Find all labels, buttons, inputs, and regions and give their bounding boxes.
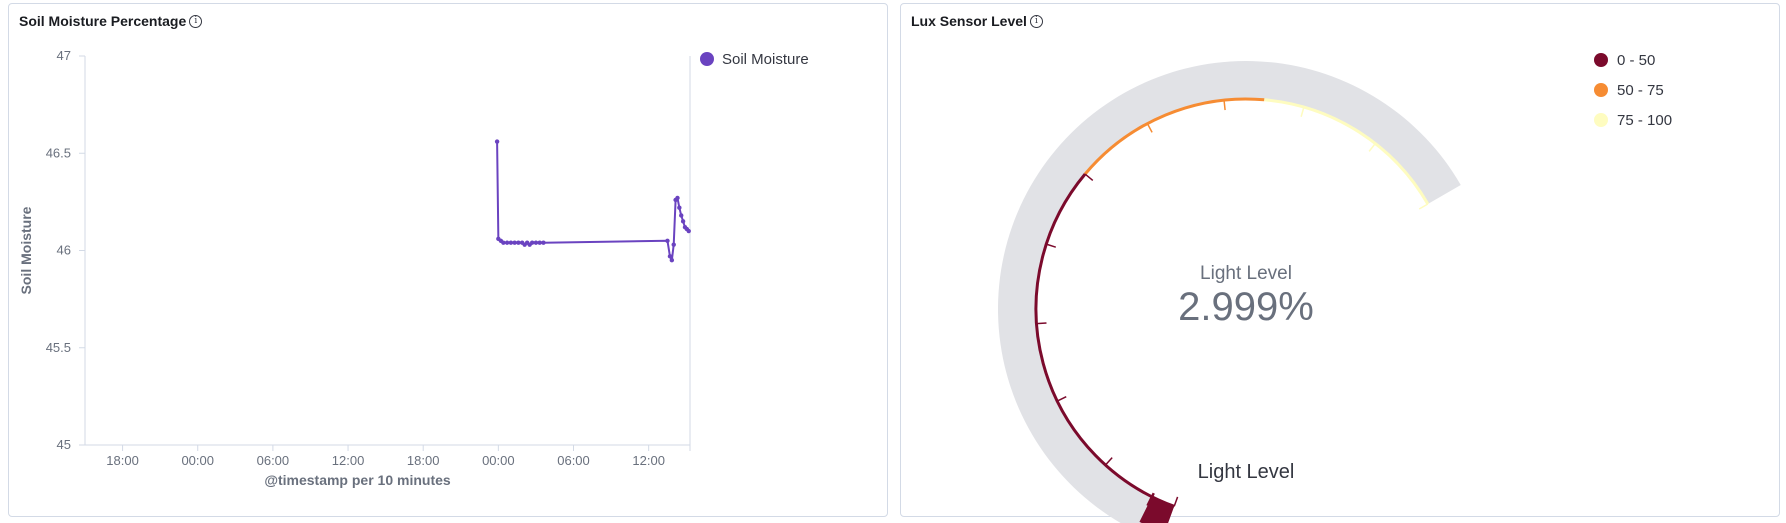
data-point — [501, 240, 506, 245]
y-tick-label: 45.5 — [46, 340, 71, 355]
gauge-band-50-75 — [1083, 97, 1265, 175]
light-level-gauge: Light Level 2.999% Light Level 0 - 50 50 … — [998, 52, 1672, 523]
data-point — [512, 240, 517, 245]
lux-sensor-panel-title: Lux Sensor Level i — [911, 13, 1043, 29]
x-tick-label: 06:00 — [257, 453, 290, 468]
soil-moisture-panel-title: Soil Moisture Percentage i — [19, 13, 203, 29]
gauge-tick — [1084, 173, 1094, 182]
x-tick-label: 12:00 — [632, 453, 665, 468]
data-point — [679, 213, 684, 218]
x-tick-label: 12:00 — [332, 453, 365, 468]
x-tick-label: 06:00 — [557, 453, 590, 468]
gauge-value-marker — [1146, 492, 1155, 507]
gauge-band-0-50 — [1034, 173, 1175, 508]
legend-marker-band — [1594, 113, 1608, 127]
y-axis-title: Soil Moisture — [18, 206, 34, 294]
data-point — [680, 219, 686, 224]
data-point — [533, 240, 539, 245]
y-tick-label: 47 — [57, 48, 71, 63]
gauge-tick — [1368, 143, 1376, 152]
legend-marker-band — [1594, 53, 1608, 67]
y-tick-label: 45 — [57, 437, 71, 452]
data-point — [667, 254, 673, 259]
x-axis-title: @timestamp per 10 minutes — [264, 472, 451, 488]
x-tick-label: 00:00 — [181, 453, 214, 468]
data-point — [686, 228, 691, 234]
data-point — [665, 238, 670, 243]
soil-moisture-chart: Soil Moisture @timestamp per 10 minutes … — [18, 48, 809, 488]
data-point — [494, 139, 500, 144]
legend-label-band[interactable]: 50 - 75 — [1617, 82, 1664, 99]
legend-marker-soil-moisture[interactable] — [700, 52, 714, 66]
gauge-center-label: Light Level — [1200, 263, 1292, 284]
legend-label-band[interactable]: 0 - 50 — [1617, 52, 1655, 69]
info-icon[interactable]: i — [1029, 14, 1043, 28]
lux-sensor-panel: Lux Sensor Level i Light Level 2.999% Li… — [900, 3, 1780, 523]
data-point — [669, 258, 675, 263]
gauge-tick — [1173, 496, 1179, 507]
data-point — [516, 240, 521, 245]
gauge-band-75-100 — [1264, 98, 1430, 205]
gauge-tick — [1418, 203, 1429, 210]
gauge-tick — [1036, 322, 1047, 325]
x-tick-label: 00:00 — [482, 453, 515, 468]
x-tick-label: 18:00 — [407, 453, 440, 468]
gauge-bottom-label: Light Level — [1198, 461, 1295, 483]
data-point — [504, 240, 510, 245]
soil-moisture-title-text: Soil Moisture Percentage — [19, 13, 187, 29]
data-point — [537, 240, 542, 245]
info-icon[interactable]: i — [189, 14, 203, 28]
lux-sensor-title-text: Lux Sensor Level — [911, 13, 1027, 29]
gauge-tick — [1223, 100, 1226, 111]
gauge-tick — [1300, 106, 1305, 117]
data-point — [541, 240, 546, 245]
legend-label-band[interactable]: 75 - 100 — [1617, 112, 1672, 129]
data-point — [677, 205, 682, 210]
y-tick-label: 46 — [57, 243, 71, 258]
gauge-tick — [1056, 396, 1067, 402]
y-tick-label: 46.5 — [46, 145, 71, 160]
gauge-value: 2.999% — [1178, 285, 1314, 329]
data-point — [671, 242, 676, 247]
soil-moisture-panel: Soil Moisture Percentage i Soil Moisture… — [8, 3, 888, 517]
gauge-value-fill — [1139, 496, 1175, 523]
data-point — [508, 240, 514, 245]
gauge-tick — [1146, 123, 1153, 133]
legend-label-soil-moisture[interactable]: Soil Moisture — [722, 51, 809, 68]
legend-marker-band — [1594, 83, 1608, 97]
data-point — [529, 240, 535, 245]
x-tick-label: 18:00 — [106, 453, 139, 468]
gauge-tick — [1046, 243, 1057, 248]
data-point — [675, 195, 680, 201]
gauge-tick — [1104, 457, 1113, 466]
